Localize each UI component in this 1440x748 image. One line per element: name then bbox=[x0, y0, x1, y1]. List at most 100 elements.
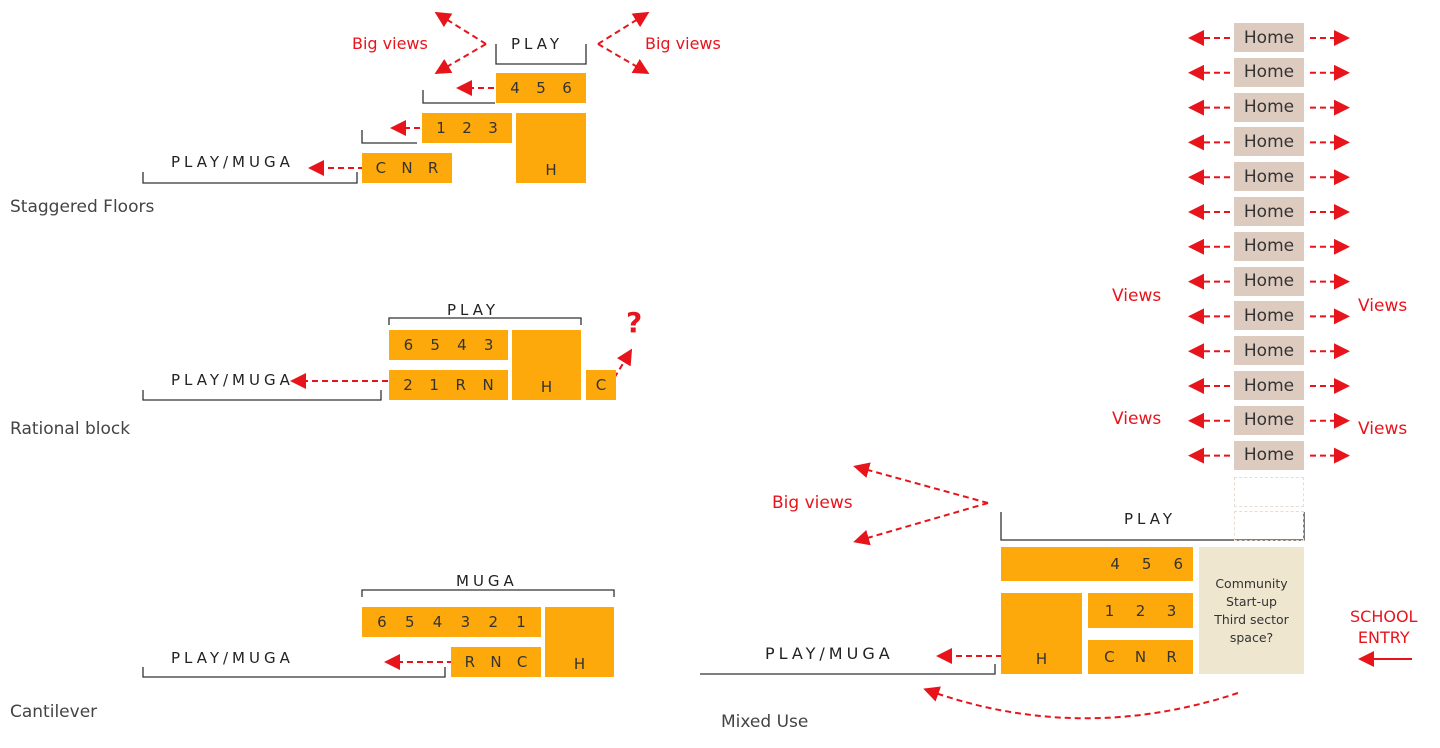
floor-label: 2 bbox=[1135, 601, 1146, 620]
play-label: PLAY bbox=[1124, 510, 1177, 528]
big-views-label: Big views bbox=[772, 493, 853, 513]
floor-label: C bbox=[1104, 648, 1115, 666]
play-muga-label: PLAY/MUGA bbox=[171, 649, 294, 667]
option-title: Mixed Use bbox=[721, 712, 809, 732]
floor-label: 3 bbox=[488, 119, 498, 137]
dashed-arrow bbox=[853, 502, 989, 546]
home-unit: Home bbox=[1234, 336, 1304, 366]
school-entry-label: SCHOOL ENTRY bbox=[1350, 606, 1417, 648]
home-unit: Home bbox=[1234, 371, 1304, 400]
floor-label: 4 bbox=[510, 79, 520, 97]
dashed-arrow bbox=[597, 11, 650, 45]
views-label: Views bbox=[1358, 296, 1408, 316]
views-label: Views bbox=[1358, 419, 1408, 439]
hall-block: H bbox=[516, 113, 586, 183]
bracket-line bbox=[422, 90, 495, 104]
c-block: C bbox=[586, 370, 616, 400]
floor-label: 4 bbox=[432, 613, 443, 631]
c-label: C bbox=[595, 376, 607, 394]
home-unit: Home bbox=[1234, 127, 1304, 157]
home-unit: Home bbox=[1234, 231, 1304, 261]
home-unit: Home bbox=[1234, 92, 1304, 122]
hall-label: H bbox=[573, 655, 586, 673]
floor-label: 1 bbox=[1104, 601, 1115, 620]
floor-label: 4 bbox=[457, 336, 467, 354]
floor-label: 5 bbox=[536, 79, 546, 97]
school-entry-line: ENTRY bbox=[1357, 628, 1410, 647]
play-label: PLAY bbox=[511, 35, 564, 53]
bracket-line bbox=[142, 390, 382, 401]
dashed-arrow bbox=[603, 348, 633, 396]
dashed-arrow bbox=[434, 11, 487, 45]
hall-label: H bbox=[1035, 650, 1048, 668]
floor-label: N bbox=[490, 653, 502, 671]
floor-label: 6 bbox=[1173, 555, 1183, 573]
floor-label: 5 bbox=[1141, 555, 1152, 573]
floor-label: C bbox=[516, 653, 528, 671]
home-unit: Home bbox=[1234, 57, 1304, 87]
school-entry-line: SCHOOL bbox=[1350, 607, 1418, 626]
home-unit: Home bbox=[1234, 197, 1304, 226]
hall-label: H bbox=[540, 378, 553, 396]
floor-label: N bbox=[482, 376, 494, 394]
floor-label: 5 bbox=[430, 336, 440, 354]
floor-label: 1 bbox=[429, 376, 439, 394]
community-space-block: Community Start-up Third sector space? bbox=[1199, 547, 1304, 674]
dashed-arrow bbox=[853, 462, 989, 504]
question-mark: ? bbox=[626, 306, 643, 339]
muga-label: MUGA bbox=[456, 572, 518, 590]
dashed-arrow bbox=[597, 43, 650, 75]
floor-label: 3 bbox=[460, 613, 471, 631]
big-views-label: Big views bbox=[352, 34, 428, 53]
community-label: space? bbox=[1229, 629, 1274, 645]
floor-label: 6 bbox=[403, 336, 414, 354]
floor-label: C bbox=[375, 159, 387, 177]
future-home-outline bbox=[1234, 511, 1304, 541]
floor-label: N bbox=[401, 159, 413, 177]
bracket-line bbox=[700, 664, 996, 675]
views-label: Views bbox=[1112, 409, 1162, 429]
floor-label: 6 bbox=[377, 613, 387, 631]
hall-block: H bbox=[545, 607, 614, 677]
floor-label: 1 bbox=[516, 613, 526, 631]
home-unit: Home bbox=[1234, 440, 1304, 470]
floor-label: 3 bbox=[483, 336, 494, 354]
bracket-line bbox=[361, 130, 417, 144]
floor-label: 2 bbox=[488, 613, 498, 631]
floor-label: 6 bbox=[562, 79, 572, 97]
community-label: Community bbox=[1215, 575, 1288, 591]
floor-label: 1 bbox=[436, 119, 446, 137]
hall-block: H bbox=[512, 330, 581, 400]
bracket-line bbox=[142, 667, 446, 678]
home-unit: Home bbox=[1234, 405, 1304, 435]
bracket-line bbox=[142, 172, 358, 184]
bracket-line bbox=[495, 44, 587, 65]
future-home-outline bbox=[1234, 477, 1304, 507]
home-unit: Home bbox=[1234, 162, 1304, 192]
hall-block: H bbox=[1001, 593, 1082, 674]
option-title: Cantilever bbox=[10, 702, 98, 722]
floor-label: 5 bbox=[404, 613, 415, 631]
floor-label: 2 bbox=[462, 119, 472, 137]
floor-label: N bbox=[1134, 648, 1147, 666]
floors-123-block: 1 2 3 bbox=[1088, 593, 1193, 628]
community-label: Third sector bbox=[1214, 611, 1289, 627]
play-label: PLAY bbox=[447, 301, 500, 319]
option-title: Staggered Floors bbox=[10, 197, 155, 217]
bracket-line bbox=[361, 589, 615, 597]
play-muga-label: PLAY/MUGA bbox=[765, 644, 894, 663]
home-unit: Home bbox=[1234, 266, 1304, 296]
dashed-arrow bbox=[923, 686, 1239, 720]
bracket-line bbox=[1000, 512, 1305, 541]
floor-label: R bbox=[464, 653, 476, 671]
floor-label: 2 bbox=[403, 376, 413, 394]
floor-label: R bbox=[427, 159, 439, 177]
option-title: Rational block bbox=[10, 419, 131, 439]
